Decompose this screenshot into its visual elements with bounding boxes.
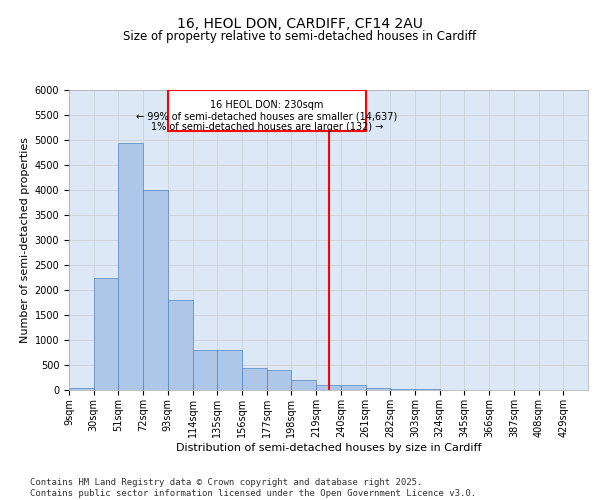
Bar <box>69 388 94 390</box>
Bar <box>292 380 316 390</box>
Bar <box>365 388 390 390</box>
Bar <box>390 388 415 390</box>
Bar <box>118 142 143 390</box>
Text: Contains HM Land Registry data © Crown copyright and database right 2025.
Contai: Contains HM Land Registry data © Crown c… <box>30 478 476 498</box>
Text: Size of property relative to semi-detached houses in Cardiff: Size of property relative to semi-detach… <box>124 30 476 43</box>
Bar <box>242 368 267 390</box>
Text: 16 HEOL DON: 230sqm: 16 HEOL DON: 230sqm <box>210 100 323 110</box>
Bar <box>193 350 217 390</box>
Bar <box>316 385 341 390</box>
Text: 16, HEOL DON, CARDIFF, CF14 2AU: 16, HEOL DON, CARDIFF, CF14 2AU <box>177 18 423 32</box>
Bar <box>341 385 365 390</box>
Text: 1% of semi-detached houses are larger (132) →: 1% of semi-detached houses are larger (1… <box>151 122 383 132</box>
Bar <box>143 190 168 390</box>
Y-axis label: Number of semi-detached properties: Number of semi-detached properties <box>20 137 31 343</box>
Bar <box>415 389 440 390</box>
Bar <box>217 350 242 390</box>
Bar <box>168 90 365 131</box>
Bar <box>267 370 292 390</box>
Bar <box>168 300 193 390</box>
Bar <box>94 278 118 390</box>
X-axis label: Distribution of semi-detached houses by size in Cardiff: Distribution of semi-detached houses by … <box>176 442 481 452</box>
Text: ← 99% of semi-detached houses are smaller (14,637): ← 99% of semi-detached houses are smalle… <box>136 112 397 122</box>
